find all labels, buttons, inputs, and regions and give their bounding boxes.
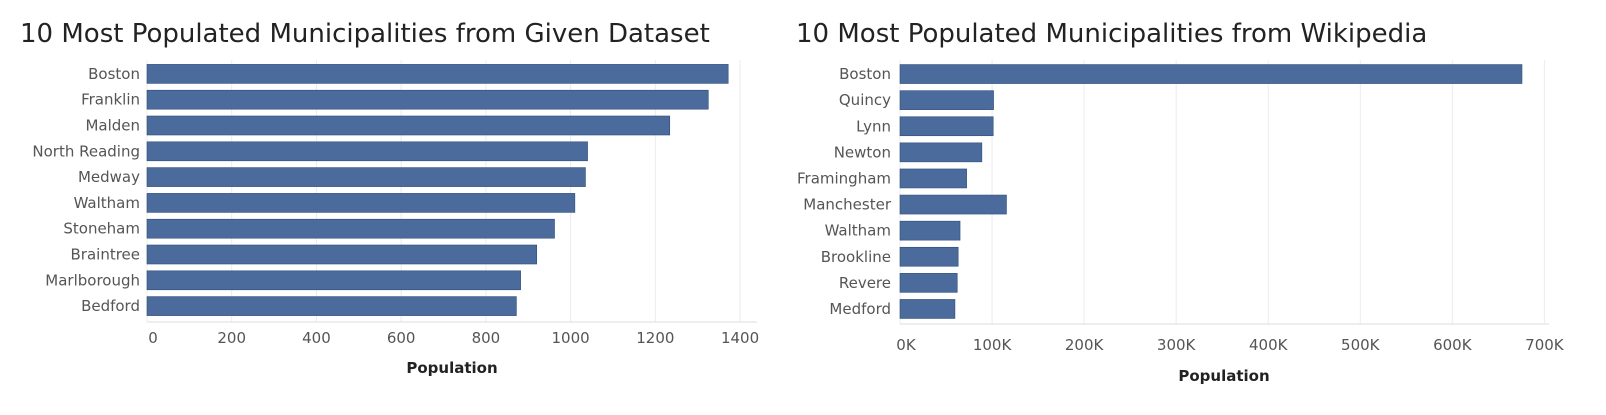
- category-label: Revere: [839, 274, 891, 292]
- x-tick-label: 1200: [636, 329, 674, 347]
- bar[interactable]: [899, 273, 958, 293]
- bar[interactable]: [899, 142, 983, 163]
- category-label: Braintree: [71, 246, 141, 264]
- x-tick-labels: 0K 100K 200K 300K 400K 500K 600K 700K: [896, 336, 1564, 354]
- category-label: Lynn: [856, 117, 891, 135]
- category-label: Newton: [834, 143, 891, 161]
- bar[interactable]: [146, 193, 576, 213]
- bar[interactable]: [146, 218, 555, 239]
- category-label: Quincy: [839, 91, 891, 109]
- category-label: Boston: [88, 65, 140, 83]
- x-axis-title: Population: [406, 359, 497, 377]
- x-tick-label: 400: [302, 329, 331, 347]
- x-tick-label: 600: [387, 329, 416, 347]
- category-label: Franklin: [81, 91, 140, 109]
- x-tick-label: 1000: [552, 329, 590, 347]
- bar[interactable]: [146, 167, 586, 187]
- bar[interactable]: [899, 64, 1523, 84]
- bar[interactable]: [899, 220, 961, 241]
- category-label: Medford: [829, 300, 891, 318]
- bar[interactable]: [899, 194, 1007, 215]
- x-axis-title: Population: [1178, 367, 1269, 385]
- category-label: Framingham: [797, 169, 891, 187]
- x-tick-label: 600K: [1433, 336, 1473, 354]
- x-tick-label: 500K: [1341, 336, 1381, 354]
- bar[interactable]: [899, 116, 994, 137]
- bar[interactable]: [899, 90, 994, 110]
- bar[interactable]: [899, 299, 956, 319]
- x-tick-label: 700K: [1525, 336, 1565, 354]
- chart-title: 10 Most Populated Municipalities from Wi…: [796, 19, 1427, 49]
- category-label: Waltham: [825, 222, 891, 240]
- x-tick-label: 0: [148, 329, 158, 347]
- category-label: Brookline: [821, 248, 891, 266]
- category-label: Bedford: [81, 297, 140, 315]
- x-tick-label: 0K: [896, 336, 917, 354]
- x-tick-label: 300K: [1157, 336, 1197, 354]
- bar[interactable]: [146, 296, 517, 316]
- x-tick-label: 200K: [1065, 336, 1105, 354]
- bar[interactable]: [146, 64, 729, 84]
- bar[interactable]: [899, 246, 959, 267]
- bar[interactable]: [146, 244, 538, 265]
- x-tick-label: 400K: [1249, 336, 1289, 354]
- chart-wikipedia-svg: 10 Most Populated Municipalities from Wi…: [796, 19, 1565, 385]
- x-tick-label: 1400: [721, 329, 759, 347]
- category-label: Boston: [839, 65, 891, 83]
- category-label: Marlborough: [45, 271, 140, 289]
- chart-title: 10 Most Populated Municipalities from Gi…: [20, 19, 710, 49]
- bar[interactable]: [146, 115, 671, 136]
- bar[interactable]: [146, 89, 709, 110]
- x-tick-labels: 0 200 400 600 800 1000 1200 1400: [148, 329, 759, 347]
- category-label: Stoneham: [63, 220, 140, 238]
- x-tick-label: 200: [217, 329, 246, 347]
- chart-given-dataset: 10 Most Populated Municipalities from Gi…: [0, 0, 790, 415]
- category-label: North Reading: [32, 142, 140, 160]
- category-label: Medway: [78, 168, 140, 186]
- bar[interactable]: [899, 168, 967, 189]
- x-tick-label: 100K: [973, 336, 1013, 354]
- x-tick-label: 800: [472, 329, 501, 347]
- bar[interactable]: [146, 270, 521, 291]
- category-label: Malden: [85, 117, 140, 135]
- chart-given-dataset-svg: 10 Most Populated Municipalities from Gi…: [20, 19, 759, 377]
- bar[interactable]: [146, 141, 588, 162]
- bars: [899, 64, 1523, 319]
- category-label: Waltham: [74, 194, 140, 212]
- gridlines: [899, 60, 1549, 325]
- category-labels: Boston Quincy Lynn Newton Framingham Manchest…: [797, 65, 892, 318]
- category-labels: Boston Franklin Malden North Reading Medway W…: [32, 65, 140, 315]
- chart-wikipedia: 10 Most Populated Municipalities from Wi…: [778, 0, 1606, 415]
- category-label: Manchester: [803, 196, 892, 214]
- bars: [146, 64, 729, 316]
